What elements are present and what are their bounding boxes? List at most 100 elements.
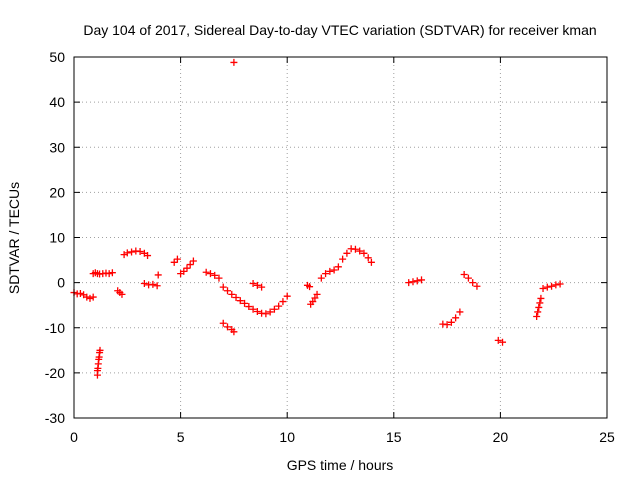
y-tick-label: 10 <box>49 230 65 246</box>
data-point <box>128 248 136 256</box>
data-point <box>270 305 278 313</box>
x-tick-label: 15 <box>386 429 402 445</box>
series-seg13 <box>230 58 238 66</box>
data-point <box>236 297 244 305</box>
data-point <box>537 294 545 302</box>
data-point <box>306 283 314 291</box>
data-point <box>149 280 157 288</box>
data-point <box>224 323 232 331</box>
data-point <box>108 269 116 277</box>
data-point <box>215 274 223 282</box>
data-point <box>258 283 266 291</box>
data-point <box>356 247 364 255</box>
x-tick-label: 25 <box>599 429 615 445</box>
data-point <box>86 294 94 302</box>
data-point <box>232 294 240 302</box>
data-point <box>279 298 287 306</box>
data-point <box>535 303 543 311</box>
data-point <box>499 338 507 346</box>
data-point <box>83 293 91 301</box>
data-point <box>105 270 113 278</box>
series-seg12 <box>219 319 238 336</box>
series-seg04 <box>114 287 126 298</box>
series-seg15 <box>303 281 314 291</box>
data-point <box>183 264 191 272</box>
x-axis-label: GPS time / hours <box>287 457 394 473</box>
data-point <box>339 255 347 263</box>
data-point <box>494 336 502 344</box>
data-point <box>469 279 477 287</box>
data-point <box>409 278 417 286</box>
data-point <box>153 282 161 290</box>
data-point <box>552 281 560 289</box>
data-point <box>189 257 197 265</box>
grid-layer <box>74 57 607 418</box>
y-tick-label: 0 <box>57 275 65 291</box>
y-tick-label: -20 <box>45 365 65 381</box>
data-point <box>283 292 291 300</box>
data-point <box>136 247 144 255</box>
data-point <box>556 280 564 288</box>
data-point <box>360 249 368 257</box>
data-point <box>266 308 274 316</box>
data-point <box>539 284 547 292</box>
data-point <box>343 249 351 257</box>
series-seg07 <box>154 271 162 279</box>
data-point <box>309 298 317 306</box>
series-seg17 <box>317 245 375 282</box>
data-point <box>173 255 181 263</box>
data-point <box>334 263 342 271</box>
data-point <box>317 274 325 282</box>
series-seg21 <box>494 336 507 346</box>
y-tick-label: 20 <box>49 184 65 200</box>
data-point <box>548 282 556 290</box>
data-point <box>543 283 551 291</box>
x-tick-label: 5 <box>177 429 185 445</box>
data-point <box>405 279 413 287</box>
data-point <box>367 258 375 266</box>
y-tick-label: -10 <box>45 320 65 336</box>
data-point <box>311 294 319 302</box>
data-point <box>443 321 451 329</box>
data-point <box>473 282 481 290</box>
data-point <box>447 318 455 326</box>
x-tick-label: 10 <box>279 429 295 445</box>
data-point <box>202 268 210 276</box>
data-point <box>230 328 238 336</box>
data-point <box>249 305 257 313</box>
data-point <box>464 274 472 282</box>
data-point <box>76 289 84 297</box>
y-tick-label: 30 <box>49 139 65 155</box>
data-point <box>460 271 468 279</box>
series-seg03 <box>93 346 104 379</box>
data-point <box>249 280 257 288</box>
data-point <box>140 280 148 288</box>
data-point <box>230 58 238 66</box>
x-tick-label: 20 <box>493 429 509 445</box>
data-point <box>219 319 227 327</box>
series-seg09 <box>177 257 197 278</box>
data-point <box>206 270 214 278</box>
data-point <box>224 287 232 295</box>
axis-ticks: 0 5 10 15 20 25 -30 -20 -10 0 10 20 30 40 50 <box>45 49 615 445</box>
data-point <box>253 281 261 289</box>
chart-title: Day 104 of 2017, Sidereal Day-to-day VTE… <box>83 22 596 38</box>
series-seg05 <box>120 247 152 260</box>
data-point <box>275 302 283 310</box>
data-point <box>89 293 97 301</box>
series-seg23 <box>539 280 564 292</box>
data-point <box>452 314 460 322</box>
series-seg10 <box>202 268 223 282</box>
data-point <box>262 310 270 318</box>
data-point <box>154 271 162 279</box>
data-point <box>322 270 330 278</box>
data-point <box>413 277 421 285</box>
x-tick-label: 0 <box>70 429 78 445</box>
data-point <box>534 308 542 316</box>
data-point <box>219 283 227 291</box>
data-point <box>326 267 334 275</box>
series-seg20 <box>460 271 481 290</box>
series-seg16 <box>307 290 321 308</box>
